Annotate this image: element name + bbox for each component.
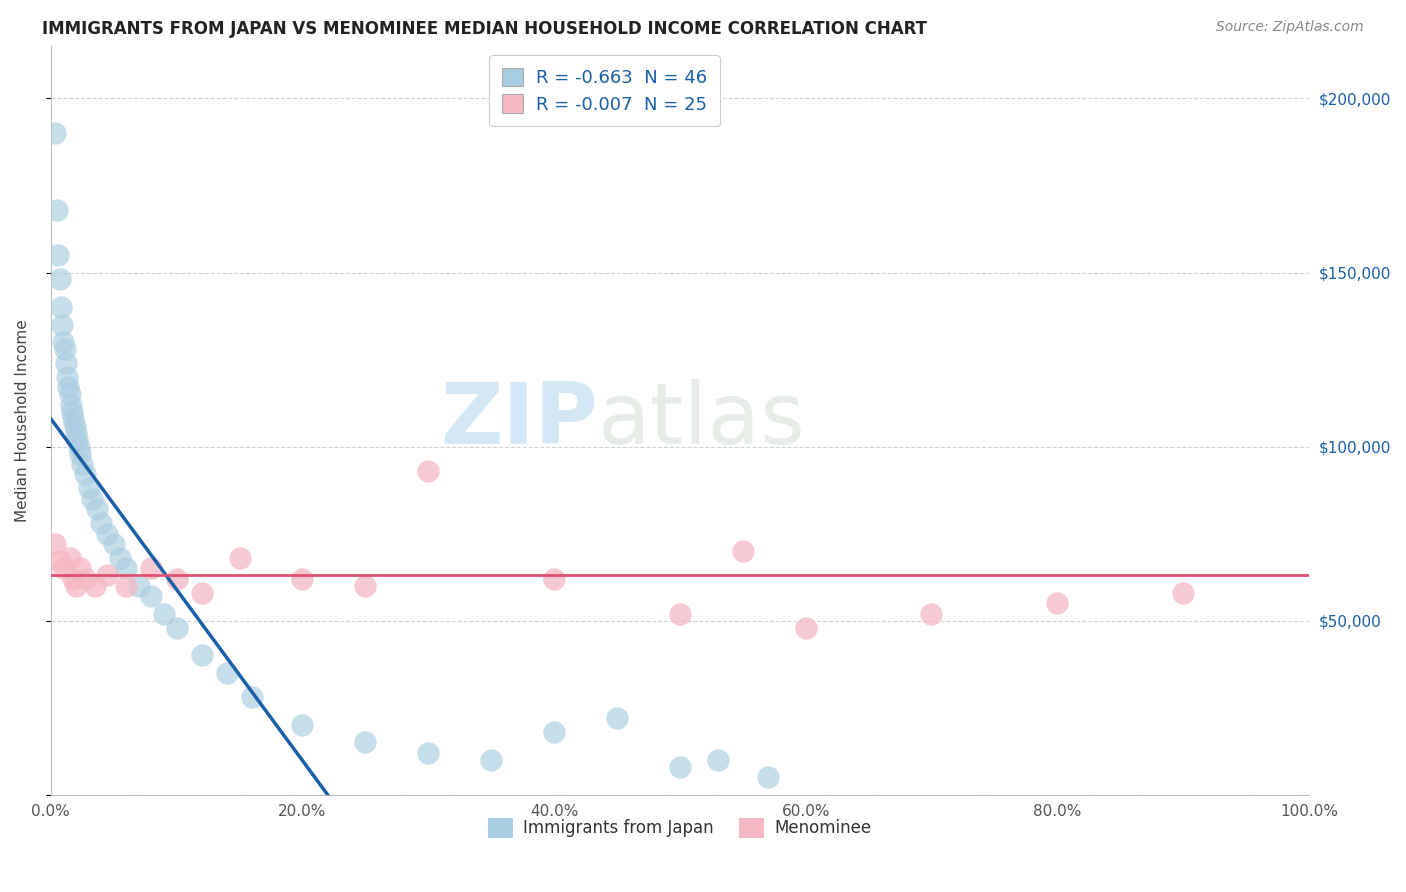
Point <box>75 572 97 586</box>
Point <box>291 718 314 732</box>
Text: atlas: atlas <box>598 379 806 462</box>
Point <box>228 551 250 566</box>
Point <box>77 481 100 495</box>
Point <box>479 753 502 767</box>
Point <box>59 398 82 412</box>
Text: ZIP: ZIP <box>440 379 598 462</box>
Point <box>108 551 131 566</box>
Point <box>153 607 176 621</box>
Point <box>66 433 89 447</box>
Point <box>58 380 80 394</box>
Point <box>166 621 188 635</box>
Point <box>56 370 79 384</box>
Point <box>44 537 66 551</box>
Point <box>86 502 108 516</box>
Point <box>48 248 70 262</box>
Point <box>59 387 82 401</box>
Point <box>52 561 75 575</box>
Point <box>606 711 628 725</box>
Point <box>669 607 692 621</box>
Point <box>60 405 83 419</box>
Point <box>59 551 82 566</box>
Point <box>141 561 163 575</box>
Point <box>128 579 150 593</box>
Point <box>69 561 91 575</box>
Point <box>49 301 72 315</box>
Point <box>418 746 440 760</box>
Point <box>191 648 214 663</box>
Point <box>141 589 163 603</box>
Point <box>53 342 76 356</box>
Point <box>103 537 125 551</box>
Point <box>215 665 238 680</box>
Point <box>67 440 90 454</box>
Point <box>669 760 692 774</box>
Point <box>44 126 66 140</box>
Point <box>96 568 118 582</box>
Point <box>1171 586 1194 600</box>
Point <box>291 572 314 586</box>
Point <box>96 526 118 541</box>
Point <box>354 735 377 749</box>
Point <box>354 579 377 593</box>
Text: IMMIGRANTS FROM JAPAN VS MENOMINEE MEDIAN HOUSEHOLD INCOME CORRELATION CHART: IMMIGRANTS FROM JAPAN VS MENOMINEE MEDIA… <box>42 20 927 37</box>
Point <box>51 318 73 332</box>
Point <box>706 753 728 767</box>
Point <box>166 572 188 586</box>
Point <box>418 464 440 478</box>
Point <box>65 425 87 440</box>
Point <box>46 202 69 217</box>
Point <box>83 579 105 593</box>
Point <box>921 607 943 621</box>
Point <box>90 516 112 531</box>
Point <box>72 457 94 471</box>
Text: Source: ZipAtlas.com: Source: ZipAtlas.com <box>1216 20 1364 34</box>
Point <box>55 356 77 370</box>
Point <box>65 579 87 593</box>
Y-axis label: Median Household Income: Median Household Income <box>15 319 30 522</box>
Point <box>794 621 817 635</box>
Point <box>115 579 138 593</box>
Point <box>191 586 214 600</box>
Point <box>543 572 565 586</box>
Point <box>63 418 86 433</box>
Point <box>48 272 70 286</box>
Legend: Immigrants from Japan, Menominee: Immigrants from Japan, Menominee <box>481 809 880 847</box>
Point <box>115 561 138 575</box>
Point <box>52 335 75 350</box>
Point <box>731 544 754 558</box>
Point <box>240 690 263 705</box>
Point <box>69 446 91 460</box>
Point <box>48 554 70 568</box>
Point <box>62 411 84 425</box>
Point <box>543 725 565 739</box>
Point <box>1046 596 1069 610</box>
Point <box>756 770 779 784</box>
Point <box>73 467 96 482</box>
Point <box>62 572 84 586</box>
Point <box>82 491 104 506</box>
